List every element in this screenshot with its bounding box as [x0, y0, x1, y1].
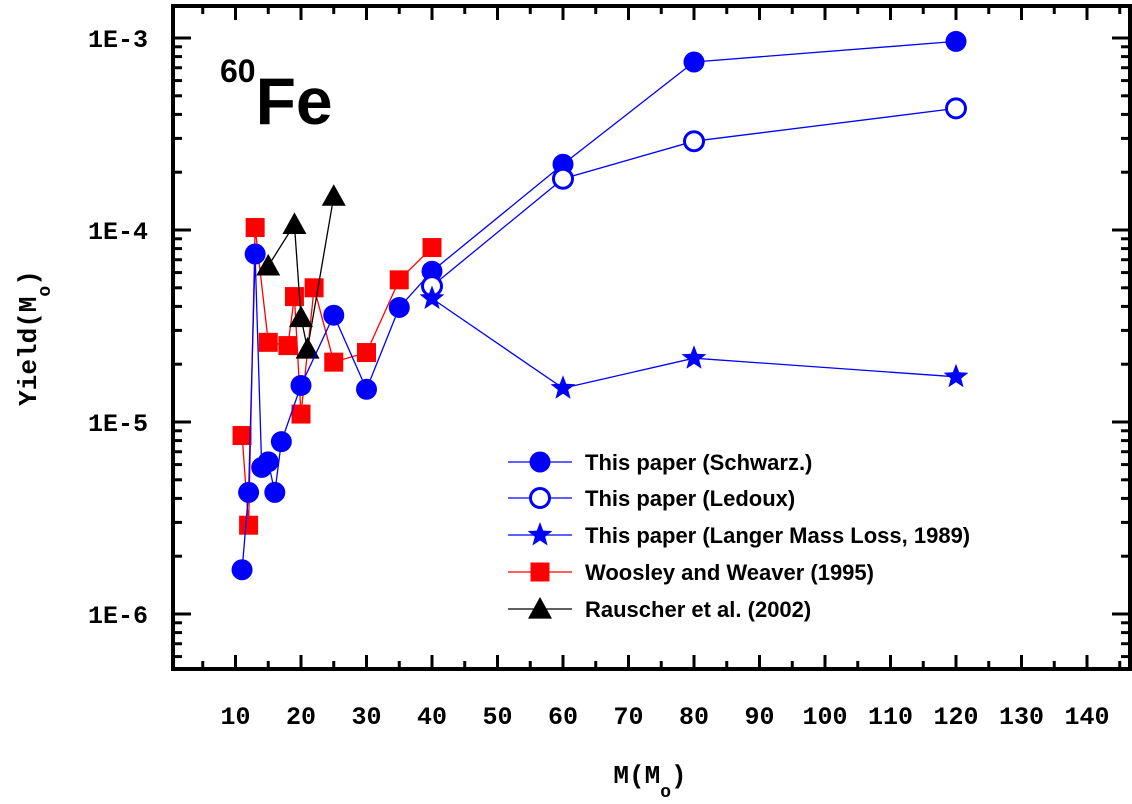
x-tick-label: 40: [417, 703, 447, 732]
data-point-triangle: [289, 305, 313, 328]
series-line: [431, 107, 957, 287]
legend-label: Woosley and Weaver (1995): [585, 560, 874, 585]
data-point-circle: [244, 243, 266, 265]
data-point-square: [278, 336, 298, 356]
data-point-square: [239, 515, 259, 535]
data-point-square: [245, 218, 265, 238]
data-point-circle: [356, 378, 377, 400]
data-point-circle: [945, 30, 967, 52]
series-triangle: [256, 184, 346, 359]
legend-item: Rauscher et al. (2002): [508, 597, 811, 622]
data-point-star: [943, 363, 969, 388]
legend-item: This paper (Langer Mass Loss, 1989): [508, 522, 970, 548]
data-point-square: [324, 352, 344, 372]
x-tick-label: 70: [613, 703, 643, 732]
x-axis-title-sub: o: [660, 783, 671, 803]
axis-ticks: 10 20 30 40 50 60 70 80 90 100 110 120 130 140 1E-6 1E-…: [88, 6, 1130, 732]
data-point-triangle: [282, 212, 307, 234]
x-tick-label: 100: [802, 703, 847, 732]
x-axis-title-close: ): [671, 761, 687, 791]
x-tick-label: 50: [482, 703, 512, 732]
x-tick-label: 20: [286, 703, 316, 732]
data-point-square: [389, 270, 409, 290]
data-point-star: [550, 375, 576, 399]
legend-item: This paper (Ledoux): [508, 486, 795, 511]
data-point-square: [357, 343, 376, 363]
legend-label: This paper (Langer Mass Loss, 1989): [585, 523, 970, 548]
x-tick-label: 90: [744, 703, 774, 732]
data-point-square: [232, 426, 252, 446]
y-axis-title-sub: o: [36, 286, 56, 297]
data-point-square: [291, 404, 311, 424]
data-point-circle: [257, 451, 279, 473]
data-point-open-circle: [945, 97, 967, 120]
data-point-circle: [231, 559, 253, 581]
data-point-triangle: [256, 253, 281, 276]
y-axis-title-main: Yield(M: [14, 297, 44, 406]
x-tick-label: 80: [679, 703, 709, 732]
data-point-circle: [270, 431, 292, 453]
data-point-open-circle: [552, 167, 574, 190]
y-tick-label: 1E-6: [88, 602, 148, 631]
x-tick-label: 110: [868, 703, 913, 732]
data-point-circle: [323, 304, 345, 326]
data-point-circle: [683, 51, 705, 73]
y-tick-label: 1E-3: [88, 26, 148, 55]
x-tick-label: 30: [351, 703, 381, 732]
title-superscript: 60: [220, 53, 256, 89]
series-layer: [231, 30, 969, 581]
data-point-triangle: [321, 184, 346, 206]
legend-item: Woosley and Weaver (1995): [508, 560, 874, 585]
y-axis-title-close: ): [14, 270, 44, 286]
y-axis-title: Yield(Mo): [14, 270, 56, 406]
legend: This paper (Schwarz.) This paper (Ledoux)…: [508, 450, 970, 622]
x-axis-title: M(Mo): [613, 761, 686, 803]
data-point-square: [422, 238, 442, 258]
x-tick-label: 60: [548, 703, 578, 732]
y-tick-label: 1E-4: [88, 218, 148, 247]
legend-label: This paper (Ledoux): [585, 486, 795, 511]
data-point-square: [284, 287, 304, 307]
data-point-star: [527, 522, 553, 546]
x-tick-label: 130: [999, 703, 1044, 732]
data-point-square: [530, 562, 550, 582]
x-axis-title-main: M(M: [613, 761, 660, 791]
data-point-circle: [388, 296, 410, 318]
x-tick-label: 120: [933, 703, 978, 732]
legend-label: This paper (Schwarz.): [585, 450, 812, 475]
data-point-triangle: [528, 597, 552, 619]
data-point-square: [258, 332, 278, 352]
y-tick-label: 1E-5: [88, 410, 148, 439]
data-point-star: [419, 285, 445, 309]
legend-item: This paper (Schwarz.): [508, 450, 812, 475]
x-tick-label: 140: [1064, 703, 1109, 732]
data-point-circle: [421, 260, 443, 282]
chart-title: 60Fe: [220, 53, 333, 138]
plot-frame: [171, 4, 1132, 671]
data-point-circle: [529, 451, 551, 473]
legend-label: Rauscher et al. (2002): [585, 597, 811, 622]
data-point-square: [304, 278, 324, 298]
data-point-circle: [290, 374, 312, 396]
data-point-open-circle: [529, 487, 551, 509]
series-circle-filled: [231, 30, 967, 581]
data-point-star: [681, 345, 707, 369]
data-point-triangle: [295, 336, 320, 359]
series-line: [431, 297, 957, 389]
title-element: Fe: [256, 64, 333, 138]
data-point-circle: [264, 481, 286, 503]
series-circle-open: [421, 97, 967, 298]
data-point-circle: [238, 481, 260, 503]
data-point-open-circle: [683, 130, 705, 153]
x-tick-label: 10: [220, 703, 250, 732]
series-star: [419, 285, 969, 399]
